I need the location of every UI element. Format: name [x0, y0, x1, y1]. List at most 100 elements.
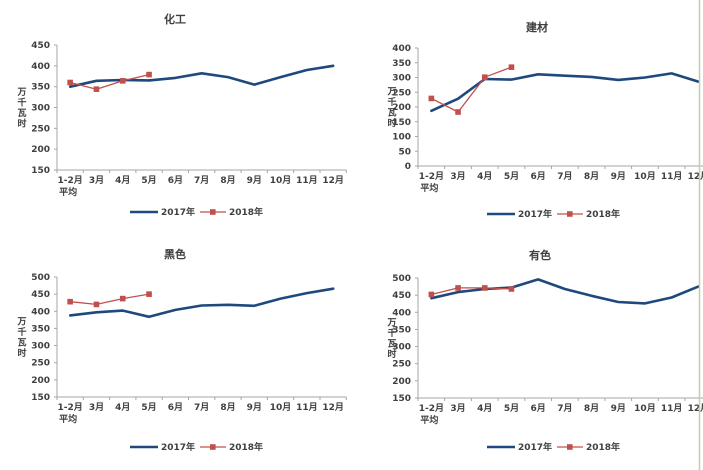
x-tick-label: 11月: [661, 171, 683, 182]
x-tick-label: 5月: [504, 171, 519, 182]
x-tick-label: 9月: [247, 402, 262, 413]
x-tick-label: 10月: [634, 171, 656, 182]
y-axis-title-char: 瓦: [17, 337, 26, 348]
y-axis-title-char: 时: [387, 117, 396, 129]
y-tick-label: 450: [31, 290, 50, 300]
legend-label-2018年: 2018年: [586, 441, 620, 453]
x-tick-label: 11月: [661, 403, 683, 414]
series-marker-2018年: [146, 71, 152, 78]
series-marker-2018年: [455, 285, 461, 291]
y-tick-label: 450: [31, 41, 50, 51]
y-axis-title-char: 万: [16, 316, 26, 327]
y-tick-label: 150: [31, 166, 50, 176]
y-tick-label: 500: [392, 274, 411, 284]
y-tick-label: 350: [392, 59, 411, 69]
x-tick-label: 3月: [89, 175, 104, 186]
chart-黑色: 黑色 150 200 250 300 350 400 450 500 1-2月 3月 4月 5月 6月 7月…: [16, 247, 347, 453]
x-tick-label-line2: 平均: [59, 413, 77, 425]
y-axis-title-char: 千: [387, 96, 396, 108]
y-axis-title-char: 万: [386, 86, 396, 97]
y-tick-label: 400: [31, 307, 50, 317]
legend: 2017年 2018年: [487, 441, 620, 453]
x-tick-label: 4月: [477, 403, 492, 414]
series-marker-2018年: [455, 109, 461, 115]
legend: 2017年 2018年: [130, 441, 263, 453]
series-line-2018年: [430, 287, 513, 296]
x-tick-label: 7月: [557, 171, 572, 182]
y-tick-label: 200: [392, 103, 411, 113]
y-axis-title-char: 时: [17, 117, 26, 129]
y-axis-title-char: 瓦: [17, 108, 26, 119]
x-tick-label: 7月: [557, 403, 572, 414]
series-marker-2018年: [508, 64, 515, 70]
series-marker-2018年: [119, 295, 126, 302]
x-tick-label: 1-2月: [58, 402, 83, 413]
chart-title: 建材: [526, 20, 548, 34]
x-tick-label: 11月: [296, 402, 318, 413]
series-marker-2018年: [93, 301, 100, 308]
y-tick-label: 500: [31, 273, 50, 283]
y-tick-label: 150: [31, 393, 50, 403]
y-axis-title-char: 万: [386, 317, 396, 328]
y-tick-label: 100: [392, 133, 411, 143]
x-tick-label: 9月: [247, 175, 262, 186]
x-tick-label: 7月: [194, 402, 209, 413]
series-marker-2018年: [67, 79, 73, 86]
x-tick-label: 4月: [477, 171, 492, 182]
series-marker-2018年: [508, 286, 515, 292]
y-tick-label: 200: [31, 145, 50, 155]
y-axis-title-char: 瓦: [387, 338, 396, 349]
chart-title: 黑色: [164, 247, 186, 261]
x-tick-label-line2: 平均: [59, 186, 77, 198]
y-tick-label: 250: [31, 124, 50, 134]
x-tick-label: 1-2月: [419, 171, 444, 182]
x-tick-label: 5月: [141, 175, 156, 186]
x-tick-label: 6月: [531, 171, 546, 182]
y-tick-label: 300: [31, 342, 50, 352]
series-marker-2018年: [428, 291, 435, 298]
x-tick-label: 6月: [168, 175, 183, 186]
y-tick-label: 400: [392, 44, 411, 54]
x-tick-label: 5月: [141, 402, 156, 413]
chart-建材: 建材 0 50 100 150 200 250 300 350 400 1-2月 3月 4月 5月 6月 7月…: [386, 20, 703, 220]
chart-化工: 化工 150 200 250 300 350 400 450 1-2月 3月 4月 5月 6月 7月 8月 9…: [16, 12, 347, 218]
y-axis-title-char: 时: [17, 347, 26, 359]
x-tick-label-line2: 平均: [420, 182, 438, 194]
y-tick-label: 0: [405, 162, 411, 172]
y-tick-label: 300: [392, 343, 411, 353]
series-marker-2018年: [428, 95, 435, 102]
y-tick-label: 200: [392, 377, 411, 387]
legend-swatch-marker-2018年: [210, 209, 216, 215]
series-line-2017年: [430, 72, 700, 113]
y-tick-label: 150: [392, 394, 411, 404]
y-tick-label: 350: [392, 325, 411, 335]
series-marker-2018年: [481, 285, 488, 291]
series-line-2018年: [69, 73, 150, 90]
x-tick-label: 3月: [89, 402, 104, 413]
legend-label-2017年: 2017年: [518, 208, 552, 220]
chart-title: 化工: [164, 12, 186, 26]
x-tick-label: 10月: [270, 402, 292, 413]
y-tick-label: 300: [31, 104, 50, 114]
y-axis-title-char: 千: [17, 96, 26, 108]
x-tick-label: 11月: [296, 175, 318, 186]
x-tick-label: 8月: [220, 402, 235, 413]
legend-label-2017年: 2017年: [161, 206, 195, 218]
x-tick-label: 5月: [504, 403, 519, 414]
x-tick-label: 12月: [322, 175, 344, 186]
x-tick-label: 10月: [270, 175, 292, 186]
x-tick-label: 1-2月: [58, 175, 83, 186]
x-tick-label: 12月: [688, 403, 703, 414]
y-tick-label: 150: [392, 118, 411, 128]
x-tick-label: 3月: [450, 403, 465, 414]
legend-label-2018年: 2018年: [586, 208, 620, 220]
series-line-2018年: [69, 293, 150, 306]
y-tick-label: 400: [392, 308, 411, 318]
y-axis-title-char: 万: [16, 87, 26, 98]
x-tick-label: 4月: [115, 175, 130, 186]
series-marker-2018年: [67, 298, 73, 305]
y-tick-label: 350: [31, 324, 50, 334]
y-axis-title-char: 千: [17, 326, 26, 338]
